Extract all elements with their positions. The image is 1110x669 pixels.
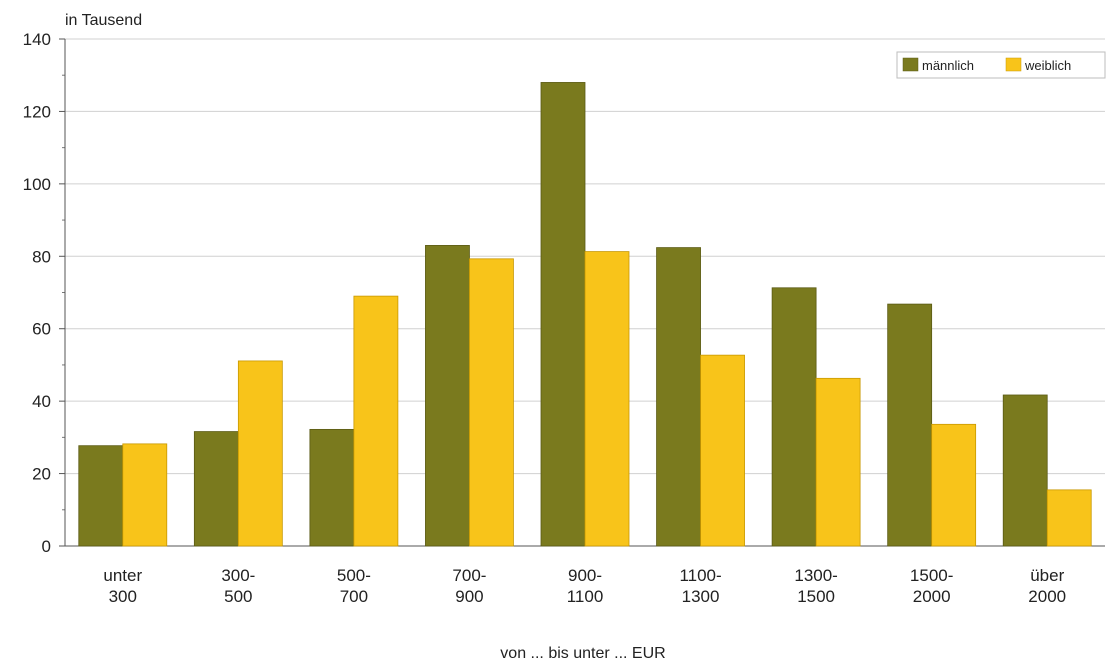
bar-maennlich [656,247,701,547]
x-axis-title: von ... bis unter ... EUR [500,645,665,662]
bar-maennlich [1002,394,1048,547]
legend-label-maennlich: männlich [922,58,974,73]
bar-weiblich [815,377,861,547]
bar-maennlich [540,82,586,547]
x-tick-label: 900-1100 [567,566,604,606]
unit-label: in Tausend [65,12,142,29]
y-tick-label: 0 [42,537,51,556]
bar-weiblich [353,295,399,547]
x-tick-label: 1100-1300 [679,566,721,606]
y-tick-label: 140 [23,30,51,49]
bar-weiblich [1046,489,1092,547]
y-tick-label: 80 [32,247,51,266]
bar-maennlich [425,245,470,547]
x-tick-label: 1500-2000 [910,566,953,606]
legend-box [896,51,1106,79]
bar-maennlich [309,428,355,547]
bar-maennlich [887,303,933,547]
y-tick-label: 20 [32,465,51,484]
tick-labels: 0 20 40 60 80 100 120 140 unter 300 300-500 500-700… [23,30,1067,606]
x-tick-label: 700-900 [452,566,486,606]
y-tick-label: 40 [32,392,51,411]
x-tick-label: unter 300 [103,566,142,606]
bar-maennlich [771,287,817,547]
legend-swatch-weiblich [1005,57,1022,72]
bars [78,82,1092,547]
x-tick-label: 1300-1500 [794,566,837,606]
bar-weiblich [584,251,630,547]
x-tick-label: 300-500 [221,566,255,606]
x-tick-label: 500-700 [337,566,371,606]
bar-maennlich [193,431,239,547]
legend-swatch-maennlich [902,57,919,72]
bar-maennlich [78,445,124,547]
bar-weiblich [237,360,283,547]
y-tick-label: 60 [32,320,51,339]
legend: männlich weiblich [896,51,1106,79]
y-tick-label: 120 [23,102,51,121]
bar-weiblich [931,423,977,547]
bar-weiblich [700,354,745,547]
y-tick-label: 100 [23,175,51,194]
bar-weiblich [469,258,514,547]
bar-weiblich [122,443,168,547]
x-tick-label: über 2000 [1028,566,1066,606]
legend-label-weiblich: weiblich [1024,58,1071,73]
